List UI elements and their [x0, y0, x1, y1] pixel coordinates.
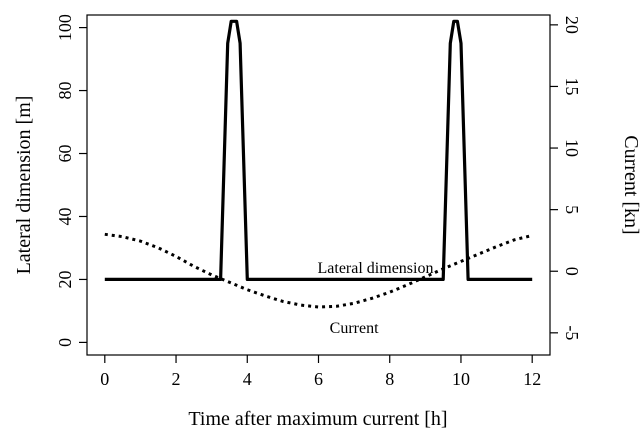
y2-axis-title: Current [kn]: [620, 135, 642, 234]
y-tick-label: 0: [55, 338, 75, 347]
y-tick-label: 40: [55, 207, 75, 225]
x-tick-label: 12: [523, 369, 541, 389]
x-axis-title: Time after maximum current [h]: [188, 408, 447, 430]
y2-tick-label: 20: [562, 16, 582, 34]
series-line-0: [104, 19, 533, 281]
x-tick-label: 8: [385, 369, 394, 389]
series-line-1: [104, 232, 533, 309]
y-tick-label: 80: [55, 82, 75, 100]
y2-tick-label: 15: [562, 77, 582, 95]
y-axis-title: Lateral dimension [m]: [13, 96, 35, 275]
x-tick-label: 10: [452, 369, 470, 389]
annotations-layer: Lateral dimension Current: [318, 260, 434, 337]
y2-tick-label: 5: [562, 205, 582, 214]
y-tick-label: 100: [55, 14, 75, 41]
y2-tick-label: 0: [562, 267, 582, 276]
x-tick-label: 0: [100, 369, 109, 389]
x-tick-label: 6: [314, 369, 323, 389]
annotation-label: Lateral dimension: [318, 260, 434, 277]
y2-tick-label: 10: [562, 139, 582, 157]
series-layer: [104, 19, 533, 309]
ticks-layer: 0 2 4 6 8 10 12 0 20 40 60 80 100 -5 0 5 10 15 20: [55, 14, 582, 389]
annotation-label: Current: [330, 320, 379, 337]
plot-frame: [86, 14, 551, 356]
y-tick-label: 20: [55, 270, 75, 288]
x-tick-label: 2: [172, 369, 181, 389]
y2-tick-label: -5: [562, 325, 582, 340]
y-tick-label: 60: [55, 145, 75, 163]
x-tick-label: 4: [243, 369, 252, 389]
